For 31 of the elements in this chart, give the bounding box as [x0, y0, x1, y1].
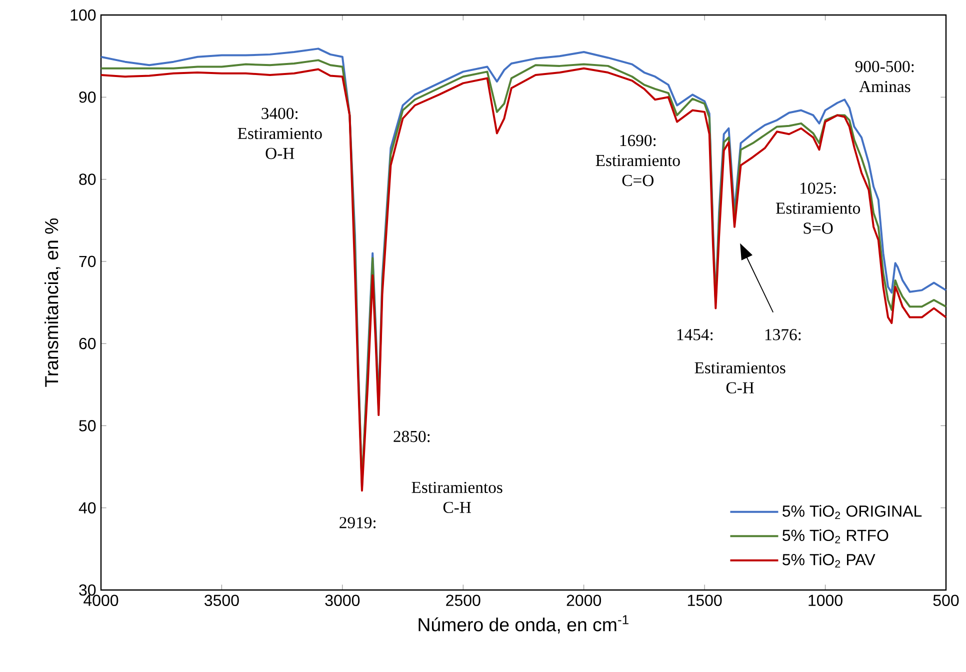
x-tick-label: 2500	[446, 594, 480, 606]
x-tick-label: 4000	[84, 594, 118, 606]
annotation: 3400: Estiramiento O-H	[238, 108, 322, 160]
annotation: Estiramientos C-H	[412, 482, 502, 514]
y-tick-label: 100	[70, 9, 96, 21]
annotation: 1376:	[765, 329, 801, 340]
annotation: 1025: Estiramiento S=O	[776, 182, 860, 234]
y-tick-label: 80	[79, 174, 96, 185]
legend-label: 5% TiO$_{2}$ PAV	[782, 554, 876, 568]
annotation: 1454:	[677, 329, 713, 340]
x-tick-label: 3500	[204, 594, 239, 606]
y-axis-title: Transmitancia, en %	[44, 218, 60, 387]
y-tick-label: 90	[79, 91, 96, 103]
annotation: 900-500: Aminas	[855, 60, 914, 92]
annotation: 1690: Estiramiento C=O	[596, 134, 680, 186]
x-tick-label: 2000	[566, 594, 602, 606]
y-tick-label: 50	[79, 420, 96, 432]
x-tick-label: 1000	[808, 594, 842, 606]
annotation: 2919:	[340, 517, 376, 528]
y-tick-label: 60	[79, 338, 96, 350]
legend-label: 5% TiO$_{2}$ RTFO	[782, 529, 888, 544]
x-tick-label: 3000	[325, 594, 360, 606]
x-tick-label: 1500	[688, 594, 722, 606]
y-tick-label: 30	[79, 584, 96, 596]
annotation: Estiramientos C-H	[694, 362, 786, 394]
x-axis-title: Número de onda, en cm$^{-1}$	[418, 615, 628, 634]
x-tick-label: 500	[933, 594, 959, 606]
legend-label: 5% TiO$_{2}$ ORIGINAL	[782, 505, 922, 520]
y-tick-label: 40	[78, 502, 96, 514]
annotation: 2850:	[394, 430, 430, 442]
y-tick-label: 70	[79, 256, 96, 268]
